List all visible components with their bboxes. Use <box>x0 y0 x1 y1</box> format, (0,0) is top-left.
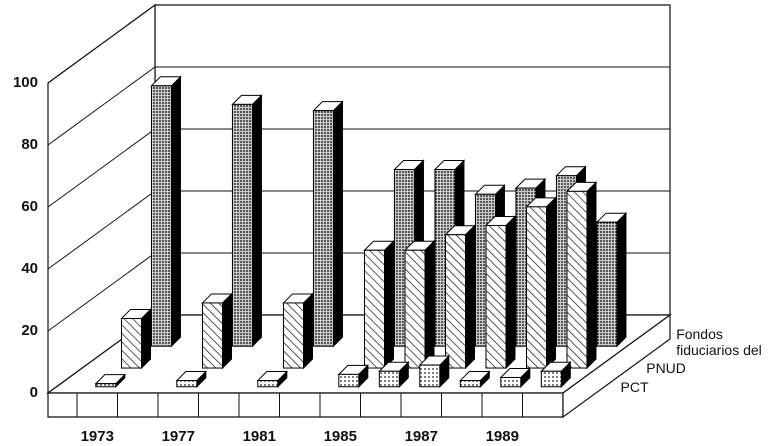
y-tick-label: 60 <box>21 198 38 215</box>
bar-front <box>231 103 253 347</box>
bar <box>150 75 182 348</box>
bar-front <box>404 249 426 369</box>
bar <box>256 370 289 388</box>
bar-front <box>338 373 360 388</box>
x-tick-label: 1977 <box>162 428 195 445</box>
bar-front <box>201 302 223 369</box>
bar <box>525 196 557 370</box>
legend-label: Fondos fiduciarios del <box>676 326 762 359</box>
bar-front <box>500 376 522 388</box>
y-tick-label: 0 <box>30 384 38 401</box>
legend-label: PNUD <box>646 360 686 377</box>
bar-side <box>170 75 181 348</box>
bar-front <box>444 234 466 369</box>
floor-front <box>47 392 564 418</box>
x-tick-label: 1981 <box>243 428 276 445</box>
bar-front <box>459 380 481 388</box>
bar-side <box>464 224 475 370</box>
grid-line <box>47 66 670 146</box>
x-tick-label: 1987 <box>405 428 438 445</box>
bar <box>378 361 410 388</box>
bar <box>565 181 598 370</box>
bar <box>444 224 476 370</box>
bar-side <box>545 196 556 370</box>
bar-side <box>586 181 597 370</box>
bar-front <box>312 110 334 347</box>
bar-front <box>419 364 441 388</box>
bar-front <box>485 224 507 369</box>
bar <box>363 240 395 370</box>
bar-side <box>424 240 435 370</box>
bar <box>282 292 314 370</box>
bar-front <box>378 370 400 388</box>
bar <box>540 361 572 388</box>
bar-side <box>616 211 627 348</box>
y-tick-label: 100 <box>13 74 38 91</box>
y-tick-label: 20 <box>21 322 38 339</box>
legend-label: PCT <box>620 378 649 395</box>
bar-side <box>251 94 262 348</box>
x-tick-label: 1985 <box>324 428 357 445</box>
bar-front <box>596 221 618 347</box>
x-tick-label: 1973 <box>81 428 114 445</box>
bar <box>418 354 451 388</box>
bar-front <box>282 302 304 369</box>
bar-side <box>505 215 516 370</box>
bar-front <box>540 370 562 388</box>
bar-side <box>302 292 313 370</box>
bar <box>337 364 370 388</box>
bar <box>312 100 344 348</box>
grid-line <box>47 4 670 84</box>
bar-front <box>150 85 172 347</box>
bar <box>231 94 263 348</box>
bar <box>175 370 208 388</box>
bar <box>595 211 628 348</box>
bar <box>94 373 127 388</box>
bar <box>120 308 152 370</box>
bar-front <box>566 190 588 369</box>
bar-front <box>120 317 142 369</box>
x-tick-label: 1989 <box>486 428 519 445</box>
bar-front <box>95 383 117 388</box>
bar-side <box>383 240 394 370</box>
bar <box>403 240 436 370</box>
bar-front <box>176 380 198 388</box>
bar-side <box>140 308 151 370</box>
y-tick-label: 40 <box>21 260 38 277</box>
bar-front <box>363 249 385 369</box>
bar-front <box>257 380 279 388</box>
bar <box>499 367 532 388</box>
bar-side <box>221 292 232 370</box>
bar-front <box>525 206 547 369</box>
y-tick-label: 80 <box>21 136 38 153</box>
bar-side <box>332 100 343 348</box>
bar <box>459 370 491 388</box>
bar <box>201 292 233 370</box>
bar <box>484 215 517 370</box>
